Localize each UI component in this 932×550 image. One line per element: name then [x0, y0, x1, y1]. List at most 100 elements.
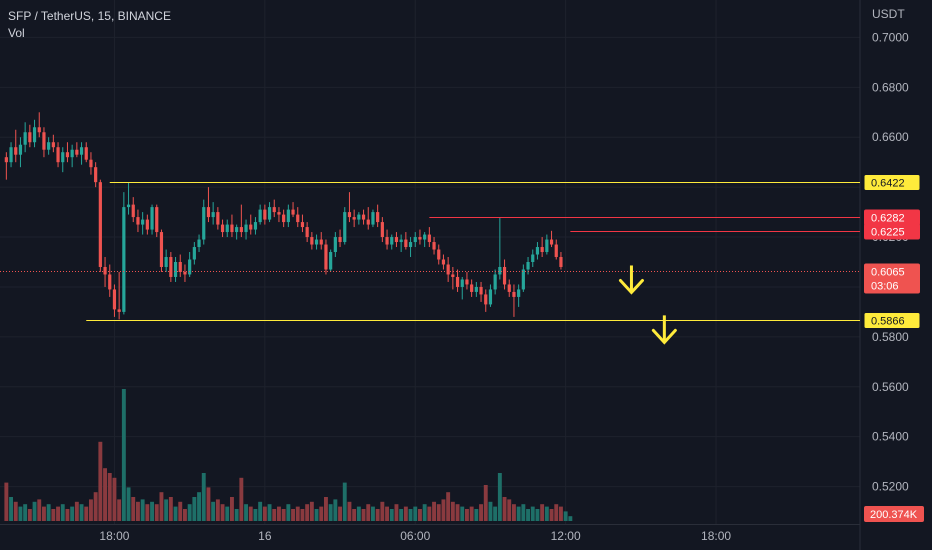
candle-body: [352, 217, 356, 220]
volume-bar: [450, 501, 455, 521]
countdown-label: 03:06: [871, 281, 899, 293]
candle-body: [418, 237, 422, 240]
volume-bar: [413, 506, 418, 521]
chart-legend: SFP / TetherUS, 15, BINANCE Vol: [8, 8, 171, 42]
volume-bar: [479, 504, 483, 521]
volume-bar: [389, 509, 394, 521]
volume-bar: [197, 492, 201, 521]
volume-bar: [563, 511, 568, 521]
resistance-2-tag: [864, 223, 920, 240]
candle-body: [61, 152, 65, 163]
x-tick-label: 18:00: [99, 529, 129, 543]
candle-body: [423, 234, 427, 240]
candle-body: [23, 132, 27, 145]
volume-bar: [192, 497, 197, 521]
y-tick-label: 0.6600: [872, 130, 909, 144]
volume-bar: [159, 492, 164, 521]
volume-tag: [864, 506, 924, 522]
candle-body: [338, 237, 342, 243]
volume-bar: [371, 506, 375, 521]
volume-bar: [211, 501, 216, 521]
candle-body: [75, 149, 79, 155]
last-price-label: 0.6065: [871, 267, 905, 279]
volume-bar: [51, 509, 56, 521]
candle-body: [136, 217, 140, 225]
candle-body: [178, 262, 182, 272]
candle-body: [479, 286, 483, 295]
volume-bar: [201, 473, 206, 521]
volume-bar: [13, 501, 18, 521]
candle-body: [465, 279, 469, 285]
lower-support-tag-label: 0.5866: [871, 316, 905, 328]
volume-bar: [394, 504, 399, 521]
y-tick-label: 0.5200: [872, 480, 909, 494]
resistance-1-tag: [864, 209, 920, 226]
volume-bar: [544, 506, 549, 521]
volume-bar: [272, 509, 277, 521]
volume-bar: [253, 509, 258, 521]
candle-body: [70, 149, 74, 158]
volume-bar: [107, 473, 112, 521]
down-arrow-icon: [651, 315, 677, 345]
candle-body: [394, 237, 399, 243]
candle-body: [366, 219, 370, 225]
candle-body: [18, 144, 23, 155]
candle-body: [98, 182, 102, 267]
candle-body: [169, 257, 173, 277]
volume-bar: [380, 501, 385, 521]
candle-body: [333, 237, 337, 253]
volume-bar: [234, 509, 239, 521]
candle-body: [4, 157, 8, 163]
candle-body: [282, 214, 286, 223]
candle-body: [385, 237, 389, 245]
candle-body: [14, 147, 18, 155]
candle-body: [225, 224, 229, 233]
volume-bar: [352, 509, 357, 521]
volume-bar: [540, 504, 545, 521]
volume-bar: [305, 504, 310, 521]
candle-body: [432, 242, 436, 250]
candle-body: [507, 284, 511, 292]
volume-bar: [220, 504, 225, 521]
candle-body: [310, 237, 314, 245]
volume-bar: [215, 499, 220, 521]
candle-body: [484, 294, 488, 305]
volume-bar: [230, 497, 234, 521]
volume-bar: [79, 504, 84, 521]
volume-bar: [93, 492, 98, 521]
candle-body: [437, 249, 441, 260]
candle-body: [9, 147, 13, 163]
candle-body: [42, 132, 46, 150]
candle-body: [192, 247, 196, 260]
volume-bar: [117, 499, 122, 521]
volume-bar: [497, 473, 502, 521]
currency-label: USDT: [872, 7, 905, 21]
candle-body: [258, 209, 262, 223]
candle-body: [145, 219, 149, 230]
candle-body: [441, 259, 446, 265]
volume-legend-label[interactable]: Vol: [8, 26, 25, 40]
volume-bar: [521, 504, 526, 521]
volume-bar: [267, 504, 272, 521]
candle-body: [470, 284, 474, 292]
volume-bar: [455, 504, 460, 521]
volume-bar: [140, 499, 145, 521]
arrow-head: [618, 278, 644, 295]
x-tick-label: 06:00: [400, 529, 430, 543]
volume-bar: [559, 506, 563, 521]
candle-body: [319, 239, 323, 245]
x-tick-label: 18:00: [701, 529, 731, 543]
volume-bar: [150, 501, 154, 521]
volume-bar: [474, 509, 479, 521]
volume-bar: [37, 499, 42, 521]
volume-bar: [89, 499, 93, 521]
candle-body: [239, 227, 243, 233]
y-tick-label: 0.7000: [872, 30, 909, 44]
candle-body: [173, 262, 178, 277]
candle-body: [131, 204, 135, 218]
candle-body: [202, 207, 206, 240]
volume-bar: [488, 501, 493, 521]
symbol-title[interactable]: SFP / TetherUS, 15, BINANCE: [8, 9, 171, 23]
